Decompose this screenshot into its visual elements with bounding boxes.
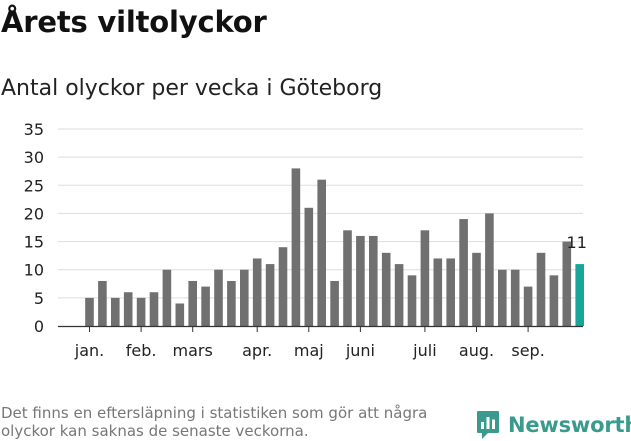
y-tick-label: 35 xyxy=(24,120,44,139)
y-tick-label: 20 xyxy=(24,204,44,223)
bar[interactable] xyxy=(111,297,120,326)
bar[interactable] xyxy=(136,297,146,326)
x-tick-label: jan. xyxy=(74,341,104,360)
chart-subtitle: Antal olyckor per vecka i Göteborg xyxy=(1,76,383,101)
bar[interactable] xyxy=(240,269,249,326)
x-tick-label: juli xyxy=(412,341,436,360)
bar[interactable] xyxy=(485,213,494,326)
bar[interactable] xyxy=(523,286,533,326)
bar[interactable] xyxy=(252,258,262,326)
chart-title: Årets viltolyckor xyxy=(1,5,267,39)
y-tick-label: 15 xyxy=(24,233,44,252)
bar[interactable] xyxy=(562,241,572,326)
bar-current-week[interactable] xyxy=(575,264,584,326)
bar[interactable] xyxy=(343,230,352,326)
bar[interactable] xyxy=(227,280,236,326)
y-tick-label: 10 xyxy=(24,261,44,280)
data-labels: 11 xyxy=(567,233,587,252)
bar[interactable] xyxy=(536,252,546,326)
bar[interactable] xyxy=(446,258,455,326)
x-tick-label: mars xyxy=(173,341,213,360)
y-tick-label: 0 xyxy=(34,317,44,336)
bar[interactable] xyxy=(149,292,159,326)
bar[interactable] xyxy=(459,219,468,326)
y-tick-label: 5 xyxy=(34,289,44,308)
y-tick-label: 30 xyxy=(24,148,44,167)
y-axis-tick-labels: 0 5 10 15 20 25 30 35 xyxy=(24,120,44,336)
bar[interactable] xyxy=(510,269,520,326)
bars xyxy=(85,168,584,326)
bar[interactable] xyxy=(394,264,404,326)
x-axis-tick-labels: jan. feb. mars apr. maj juni juli aug. sep. xyxy=(74,341,545,360)
bar[interactable] xyxy=(317,179,326,326)
brand-name: Newsworthy xyxy=(508,413,631,437)
bar[interactable] xyxy=(433,258,443,326)
bar[interactable] xyxy=(188,280,197,326)
bar[interactable] xyxy=(123,292,133,326)
bar-chart: 0 5 10 15 20 25 30 35 jan. feb. mars apr. maj juni ju… xyxy=(24,120,587,360)
bar[interactable] xyxy=(85,297,94,326)
footnote: Det finns en eftersläpning i statistiken… xyxy=(1,404,428,440)
x-tick-label: aug. xyxy=(459,341,494,360)
bar[interactable] xyxy=(330,280,339,326)
bar[interactable] xyxy=(201,286,210,326)
newsworthy-logo-icon xyxy=(477,411,499,439)
y-tick-label: 25 xyxy=(24,176,44,195)
bar[interactable] xyxy=(98,280,107,326)
newsworthy-logo[interactable]: Newsworthy xyxy=(476,409,631,441)
bar[interactable] xyxy=(304,207,314,326)
bar[interactable] xyxy=(381,252,391,326)
bar[interactable] xyxy=(472,252,481,326)
bar[interactable] xyxy=(214,269,223,326)
bar[interactable] xyxy=(162,269,172,326)
bar[interactable] xyxy=(265,264,275,326)
bar[interactable] xyxy=(175,303,185,326)
x-axis xyxy=(58,325,583,332)
bar[interactable] xyxy=(356,235,365,326)
bar[interactable] xyxy=(407,275,417,326)
bar[interactable] xyxy=(549,275,559,326)
bar[interactable] xyxy=(291,168,301,326)
bar[interactable] xyxy=(369,235,378,326)
bar[interactable] xyxy=(278,247,288,326)
x-tick-label: sep. xyxy=(511,341,544,360)
bar[interactable] xyxy=(498,269,507,326)
x-tick-label: feb. xyxy=(126,341,157,360)
bar[interactable] xyxy=(420,230,430,326)
x-tick-label: maj xyxy=(294,341,324,360)
data-label-current-week: 11 xyxy=(567,233,587,252)
x-tick-label: apr. xyxy=(242,341,272,360)
x-tick-label: juni xyxy=(345,341,375,360)
